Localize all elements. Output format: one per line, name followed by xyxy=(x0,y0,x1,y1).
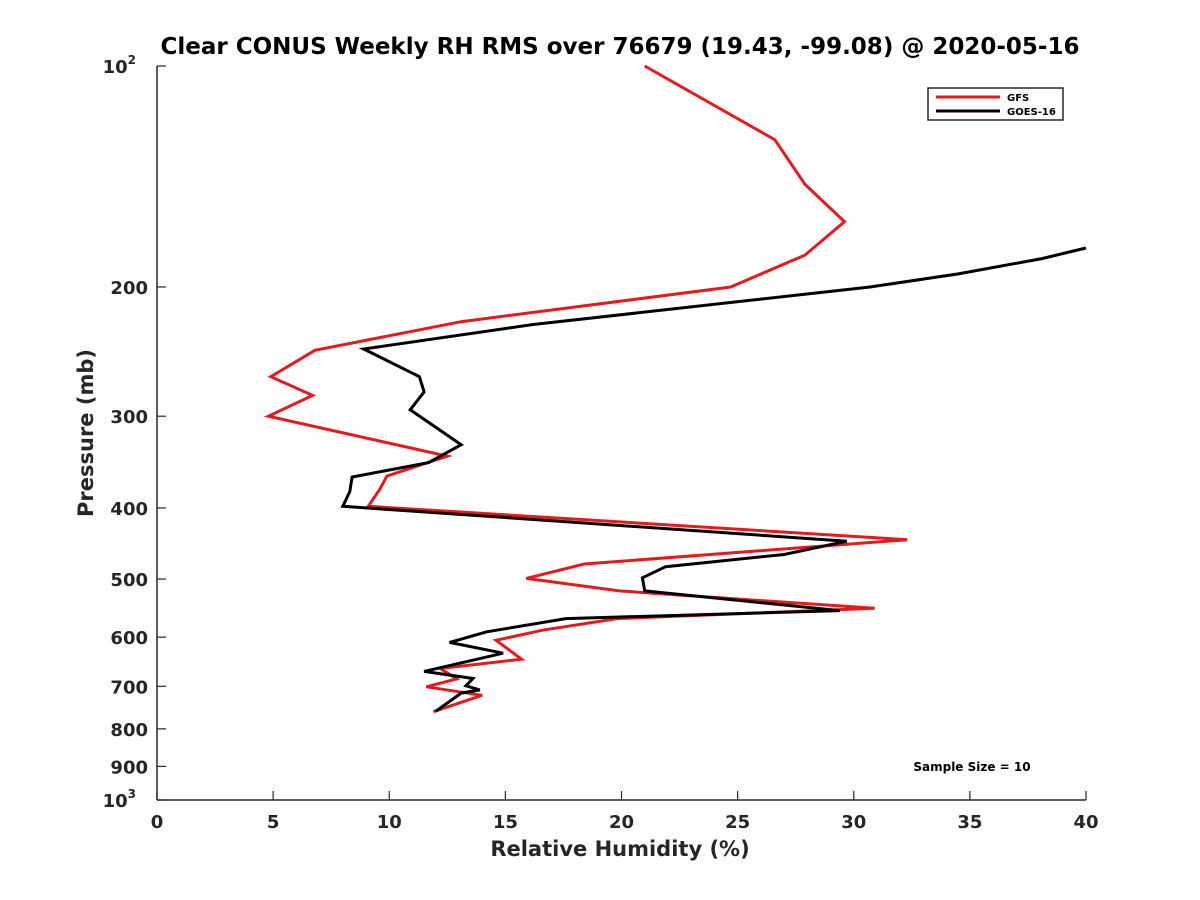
x-tick-label: 15 xyxy=(493,812,518,833)
series-line-gfs xyxy=(263,64,908,714)
x-tick-label: 10 xyxy=(377,812,402,833)
y-tick-label: 600 xyxy=(110,628,148,649)
chart-title: Clear CONUS Weekly RH RMS over 76679 (19… xyxy=(161,34,1080,60)
legend-label-goes-16: GOES-16 xyxy=(1007,107,1056,118)
x-tick-label: 35 xyxy=(957,812,982,833)
y-tick-label: 500 xyxy=(110,570,148,591)
y-tick-label: 200 xyxy=(110,278,148,299)
legend: GFS GOES-16 xyxy=(927,87,1064,121)
legend-label-gfs: GFS xyxy=(1007,93,1029,104)
x-tick-label: 40 xyxy=(1073,812,1098,833)
x-tick-label: 0 xyxy=(151,812,164,833)
y-axis: 102 200 300 400 500 600 700 800 900 103 xyxy=(103,53,166,812)
y-tick-label: 700 xyxy=(110,677,148,698)
y-axis-label: Pressure (mb) xyxy=(74,349,98,517)
sample-size-annotation: Sample Size = 10 xyxy=(913,760,1030,774)
x-tick-label: 30 xyxy=(841,812,866,833)
x-axis: 0 5 10 15 20 25 30 35 40 xyxy=(151,791,1099,833)
y-tick-exponent: 3 xyxy=(128,787,136,801)
y-tick-label: 400 xyxy=(110,499,148,520)
y-tick-label: 103 xyxy=(103,787,136,812)
x-axis-label: Relative Humidity (%) xyxy=(490,837,749,861)
y-tick-label: 800 xyxy=(110,720,148,741)
plot-area xyxy=(263,64,1087,714)
legend-box xyxy=(927,87,1064,121)
y-tick-exponent: 2 xyxy=(128,53,136,67)
y-tick-label: 900 xyxy=(110,757,148,778)
series-line-goes-16 xyxy=(340,246,1087,713)
x-tick-label: 5 xyxy=(267,812,280,833)
x-tick-label: 25 xyxy=(725,812,750,833)
y-tick-label: 102 xyxy=(103,53,136,78)
x-tick-label: 20 xyxy=(609,812,634,833)
y-tick-label: 300 xyxy=(110,407,148,428)
